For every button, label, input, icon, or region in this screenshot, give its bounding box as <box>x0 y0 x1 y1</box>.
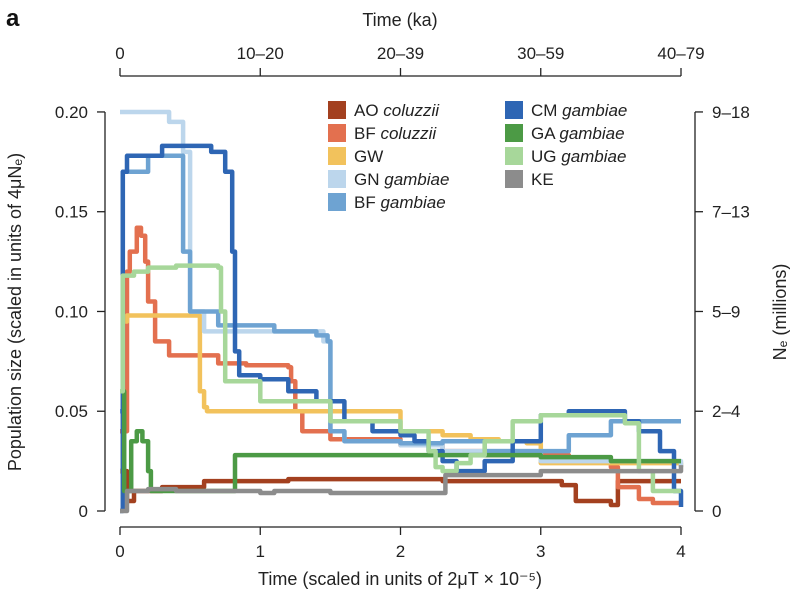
left-tick-label: 0.05 <box>55 402 88 421</box>
top-tick-label: 10–20 <box>237 44 284 63</box>
plot-lines <box>120 109 684 514</box>
top-tick-label: 20–39 <box>377 44 424 63</box>
right-tick-label: 9–18 <box>712 103 750 122</box>
legend-label: GN gambiae <box>354 170 449 189</box>
right-tick-label: 0 <box>712 502 721 521</box>
legend-label: CM gambiae <box>531 101 627 120</box>
left-tick-label: 0.10 <box>55 302 88 321</box>
top-axis-title: Time (ka) <box>362 10 437 30</box>
legend-label: GA gambiae <box>531 124 625 143</box>
series-line-0 <box>120 468 681 508</box>
right-tick-label: 5–9 <box>712 302 740 321</box>
legend-swatch <box>505 147 523 165</box>
bottom-axis-title: Time (scaled in units of 2μT × 10⁻⁵) <box>258 569 542 589</box>
top-tick-label: 30–59 <box>517 44 564 63</box>
legend-swatch <box>328 170 346 188</box>
legend-swatch <box>328 193 346 211</box>
legend-label: UG gambiae <box>531 147 626 166</box>
series-line-7 <box>120 263 681 494</box>
legend-label: AO coluzzii <box>354 101 440 120</box>
left-tick-label: 0 <box>79 502 88 521</box>
right-tick-label: 7–13 <box>712 203 750 222</box>
bottom-tick-label: 2 <box>396 542 405 561</box>
top-tick-label: 40–79 <box>657 44 704 63</box>
left-tick-label: 0.20 <box>55 103 88 122</box>
legend-swatch <box>505 124 523 142</box>
right-axis-title: Nₑ (millions) <box>770 264 790 361</box>
legend-swatch <box>328 124 346 142</box>
bottom-axis: 0 1 2 3 4 <box>115 526 686 561</box>
legend: AO coluzzii BF coluzzii GW GN gambiae BF gam… <box>328 101 627 212</box>
bottom-tick-label: 4 <box>676 542 685 561</box>
legend-label: BF coluzzii <box>354 124 437 143</box>
right-axis: 0 2–4 5–9 7–13 9–18 <box>694 103 750 521</box>
series-line-2 <box>120 313 684 474</box>
series-line-8 <box>120 465 684 514</box>
top-tick-label: 0 <box>115 44 124 63</box>
legend-swatch <box>505 170 523 188</box>
bottom-tick-label: 0 <box>115 542 124 561</box>
left-tick-label: 0.15 <box>55 203 88 222</box>
legend-swatch <box>328 147 346 165</box>
legend-label: GW <box>354 147 383 166</box>
legend-label: KE <box>531 170 554 189</box>
top-axis: 0 10–20 20–39 30–59 40–79 <box>115 44 705 77</box>
legend-label: BF gambiae <box>354 193 446 212</box>
legend-swatch <box>505 101 523 119</box>
bottom-tick-label: 1 <box>256 542 265 561</box>
left-axis-title: Population size (scaled in units of 4μNₑ… <box>5 153 25 471</box>
bottom-tick-label: 3 <box>536 542 545 561</box>
right-tick-label: 2–4 <box>712 402 740 421</box>
panel-label: a <box>6 5 20 32</box>
left-axis: 0 0.05 0.10 0.15 0.20 <box>55 103 106 521</box>
legend-swatch <box>328 101 346 119</box>
